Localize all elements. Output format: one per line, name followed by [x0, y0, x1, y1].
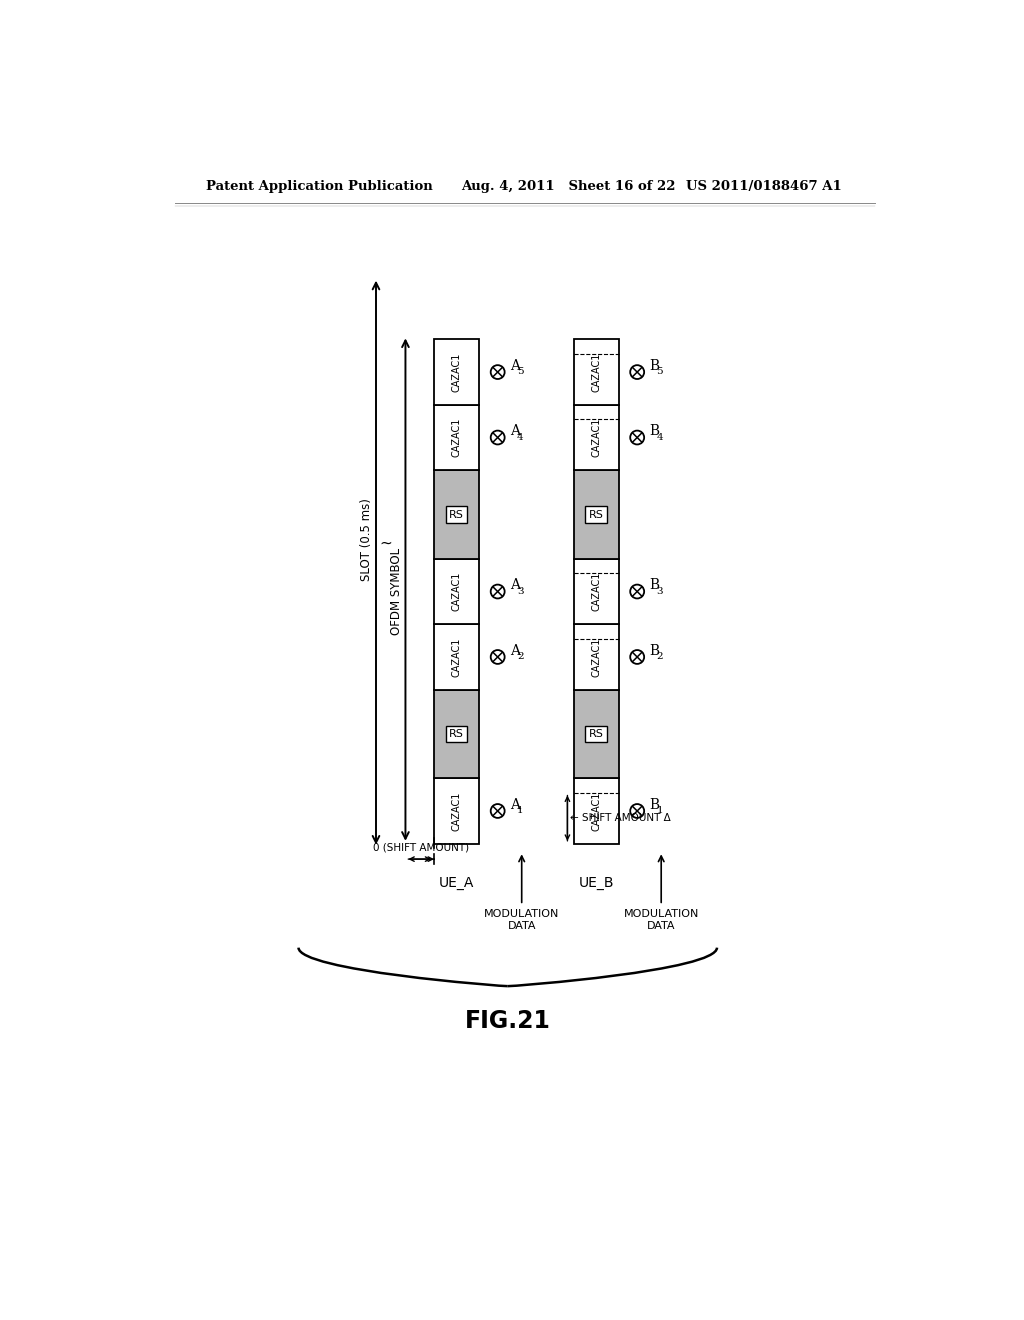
- Text: A: A: [510, 644, 520, 657]
- Text: SLOT (0.5 ms): SLOT (0.5 ms): [360, 498, 373, 581]
- Text: MODULATION
DATA: MODULATION DATA: [484, 909, 559, 931]
- Text: A: A: [510, 359, 520, 372]
- Text: UE_A: UE_A: [439, 876, 474, 890]
- Text: ~: ~: [379, 536, 392, 550]
- Text: 3: 3: [517, 587, 523, 595]
- Bar: [573, 558, 618, 624]
- Bar: [434, 689, 479, 779]
- Bar: [573, 339, 618, 405]
- Bar: [434, 470, 479, 558]
- Text: CAZAC1: CAZAC1: [452, 638, 462, 677]
- Bar: [434, 779, 479, 843]
- Text: A: A: [510, 797, 520, 812]
- Text: ← SHIFT AMOUNT Δ: ← SHIFT AMOUNT Δ: [569, 813, 671, 824]
- Bar: [434, 558, 479, 624]
- Bar: [573, 689, 618, 779]
- Text: B: B: [649, 797, 659, 812]
- Text: CAZAC1: CAZAC1: [591, 572, 601, 611]
- Text: CAZAC1: CAZAC1: [591, 352, 601, 392]
- Text: OFDM SYMBOL: OFDM SYMBOL: [390, 548, 402, 635]
- Text: B: B: [649, 359, 659, 372]
- Bar: [434, 624, 479, 689]
- Text: B: B: [649, 424, 659, 438]
- Text: CAZAC1: CAZAC1: [452, 418, 462, 457]
- Text: CAZAC1: CAZAC1: [452, 572, 462, 611]
- Bar: [586, 506, 607, 523]
- Text: 5: 5: [656, 367, 664, 376]
- Text: CAZAC1: CAZAC1: [591, 418, 601, 457]
- Text: A: A: [510, 424, 520, 438]
- Text: 5: 5: [517, 367, 523, 376]
- Text: CAZAC1: CAZAC1: [452, 791, 462, 830]
- Text: CAZAC1: CAZAC1: [452, 352, 462, 392]
- Text: A: A: [510, 578, 520, 593]
- Bar: [434, 405, 479, 470]
- Text: CAZAC1: CAZAC1: [591, 791, 601, 830]
- Text: 4: 4: [656, 433, 664, 442]
- Text: RS: RS: [450, 510, 464, 520]
- Text: 3: 3: [656, 587, 664, 595]
- Text: 0 (SHIFT AMOUNT): 0 (SHIFT AMOUNT): [374, 843, 469, 853]
- Bar: [445, 726, 467, 742]
- Text: 1: 1: [656, 807, 664, 816]
- Bar: [445, 506, 467, 523]
- Text: B: B: [649, 578, 659, 593]
- Bar: [573, 624, 618, 689]
- Text: US 2011/0188467 A1: US 2011/0188467 A1: [686, 181, 842, 194]
- Text: 2: 2: [517, 652, 523, 661]
- Text: UE_B: UE_B: [579, 876, 613, 890]
- Text: Patent Application Publication: Patent Application Publication: [206, 181, 432, 194]
- Text: RS: RS: [589, 510, 603, 520]
- Text: RS: RS: [450, 729, 464, 739]
- Text: Aug. 4, 2011   Sheet 16 of 22: Aug. 4, 2011 Sheet 16 of 22: [461, 181, 676, 194]
- Text: B: B: [649, 644, 659, 657]
- Text: 1: 1: [517, 807, 523, 816]
- Text: 2: 2: [656, 652, 664, 661]
- Text: MODULATION
DATA: MODULATION DATA: [624, 909, 699, 931]
- Text: 4: 4: [517, 433, 523, 442]
- Text: CAZAC1: CAZAC1: [591, 638, 601, 677]
- Bar: [434, 339, 479, 405]
- Text: FIG.21: FIG.21: [465, 1010, 551, 1034]
- Bar: [573, 779, 618, 843]
- Text: RS: RS: [589, 729, 603, 739]
- Bar: [586, 726, 607, 742]
- Bar: [573, 470, 618, 558]
- Bar: [573, 405, 618, 470]
